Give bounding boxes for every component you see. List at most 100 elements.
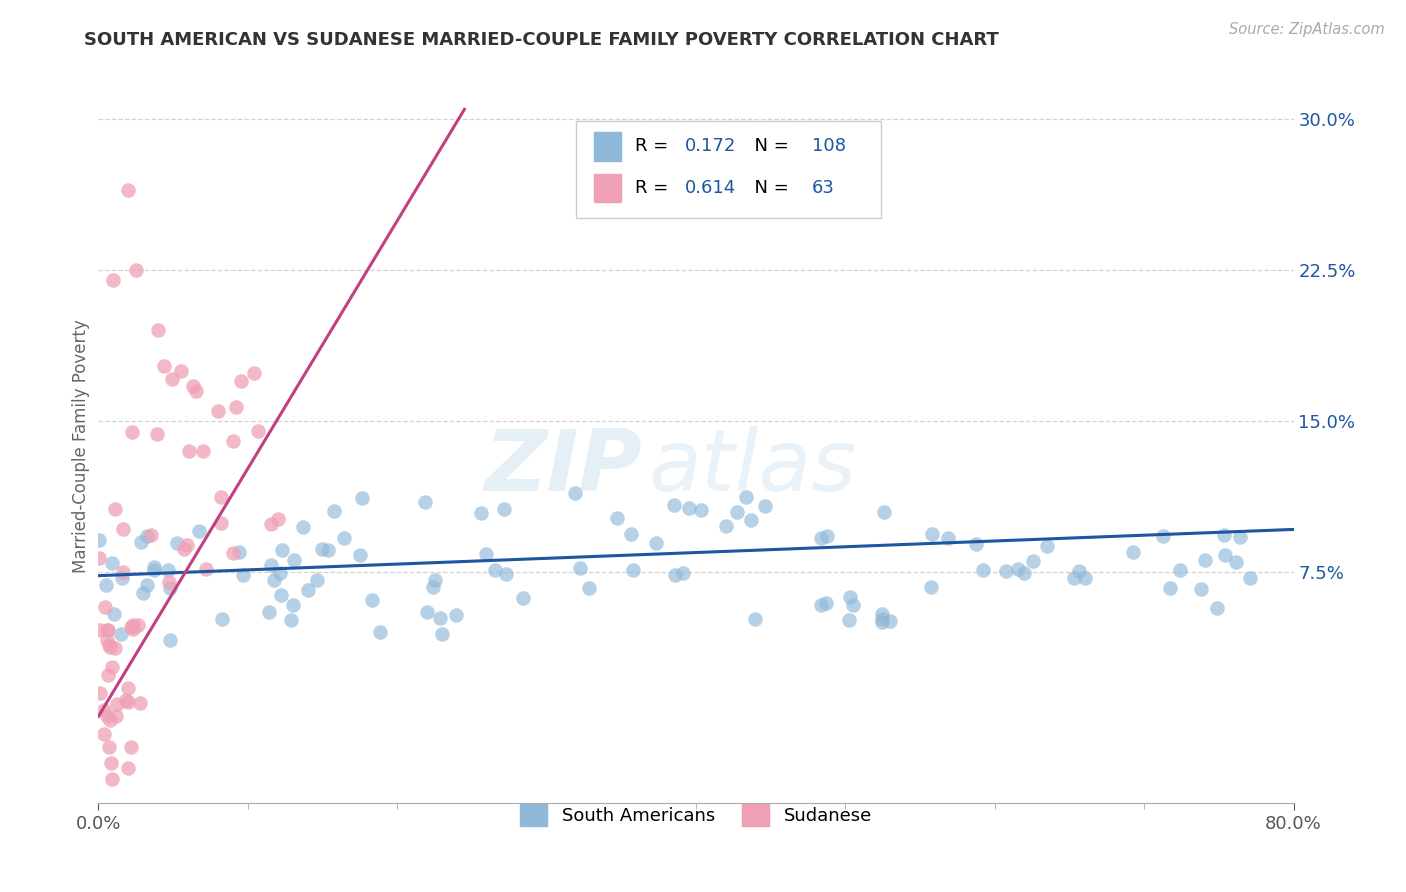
Point (146, 427, 169, 442)
Point (920, 580, 942, 594)
Point (352, 491, 374, 505)
Point (232, 568, 254, 582)
Point (645, 536, 668, 550)
Point (621, 562, 644, 576)
Point (872, 505, 894, 519)
Point (97, 668, 120, 682)
Point (111, 571, 134, 585)
Point (127, 618, 149, 632)
Point (280, 613, 302, 627)
Point (444, 608, 467, 623)
Point (870, 615, 893, 629)
Point (98, 713, 121, 727)
Point (995, 564, 1018, 578)
Point (814, 596, 837, 610)
Point (569, 561, 592, 575)
Point (228, 545, 250, 559)
Point (125, 263, 148, 277)
Point (129, 696, 152, 710)
Point (672, 566, 695, 580)
Point (578, 581, 600, 595)
Point (270, 588, 292, 602)
Point (87, 533, 110, 547)
Point (87, 551, 110, 566)
Point (744, 612, 766, 626)
Point (281, 599, 304, 613)
Point (815, 529, 838, 543)
Point (333, 531, 356, 545)
Point (101, 557, 124, 571)
Point (263, 573, 285, 587)
Point (191, 444, 214, 458)
Point (129, 535, 152, 549)
Point (132, 586, 155, 600)
Point (105, 697, 128, 711)
Point (260, 516, 283, 531)
Point (1225, 555, 1247, 569)
Point (97, 638, 120, 652)
Point (179, 443, 201, 458)
Point (1191, 582, 1213, 597)
FancyBboxPatch shape (576, 121, 882, 218)
Text: Source: ZipAtlas.com: Source: ZipAtlas.com (1229, 22, 1385, 37)
Point (370, 625, 392, 640)
Legend: South Americans, Sudanese: South Americans, Sudanese (513, 797, 879, 833)
Point (283, 553, 305, 567)
Point (260, 558, 283, 572)
FancyBboxPatch shape (595, 132, 620, 161)
Point (103, 607, 125, 621)
Point (89, 685, 111, 699)
Point (1213, 549, 1236, 563)
Point (96, 623, 118, 637)
Point (153, 359, 176, 374)
Point (94, 600, 117, 615)
Point (972, 563, 994, 577)
Point (93, 703, 115, 717)
Point (148, 323, 170, 337)
Point (98, 640, 121, 654)
Point (1067, 564, 1090, 578)
Text: R =: R = (636, 137, 673, 155)
Point (194, 561, 217, 575)
Point (115, 692, 138, 706)
Point (143, 559, 166, 574)
Point (111, 522, 134, 536)
Point (247, 424, 270, 438)
Point (110, 627, 132, 641)
Point (430, 627, 453, 641)
Point (297, 583, 319, 598)
Point (173, 541, 195, 556)
Point (965, 537, 987, 551)
Text: N =: N = (742, 179, 794, 197)
Point (97, 739, 120, 754)
Point (121, 425, 143, 439)
Point (1074, 571, 1097, 585)
Point (104, 641, 127, 656)
Point (143, 563, 166, 577)
Point (141, 528, 163, 542)
Point (269, 566, 291, 580)
Text: SOUTH AMERICAN VS SUDANESE MARRIED-COUPLE FAMILY POVERTY CORRELATION CHART: SOUTH AMERICAN VS SUDANESE MARRIED-COUPL… (84, 31, 1000, 49)
Point (103, 273, 125, 287)
Text: 108: 108 (811, 137, 846, 155)
Point (1152, 529, 1174, 543)
Point (838, 613, 860, 627)
Point (209, 490, 232, 504)
Point (122, 622, 145, 636)
Point (169, 363, 191, 377)
Point (870, 607, 893, 622)
Point (117, 681, 139, 695)
Point (725, 505, 748, 519)
Point (159, 632, 181, 647)
Point (93, 727, 115, 741)
Point (231, 374, 253, 388)
Text: 63: 63 (811, 179, 835, 197)
Text: atlas: atlas (648, 425, 856, 509)
Point (1012, 566, 1035, 580)
Point (1213, 528, 1236, 542)
Point (207, 404, 229, 418)
Point (734, 490, 756, 504)
Point (184, 384, 207, 398)
Point (111, 565, 134, 579)
Point (117, 694, 139, 708)
